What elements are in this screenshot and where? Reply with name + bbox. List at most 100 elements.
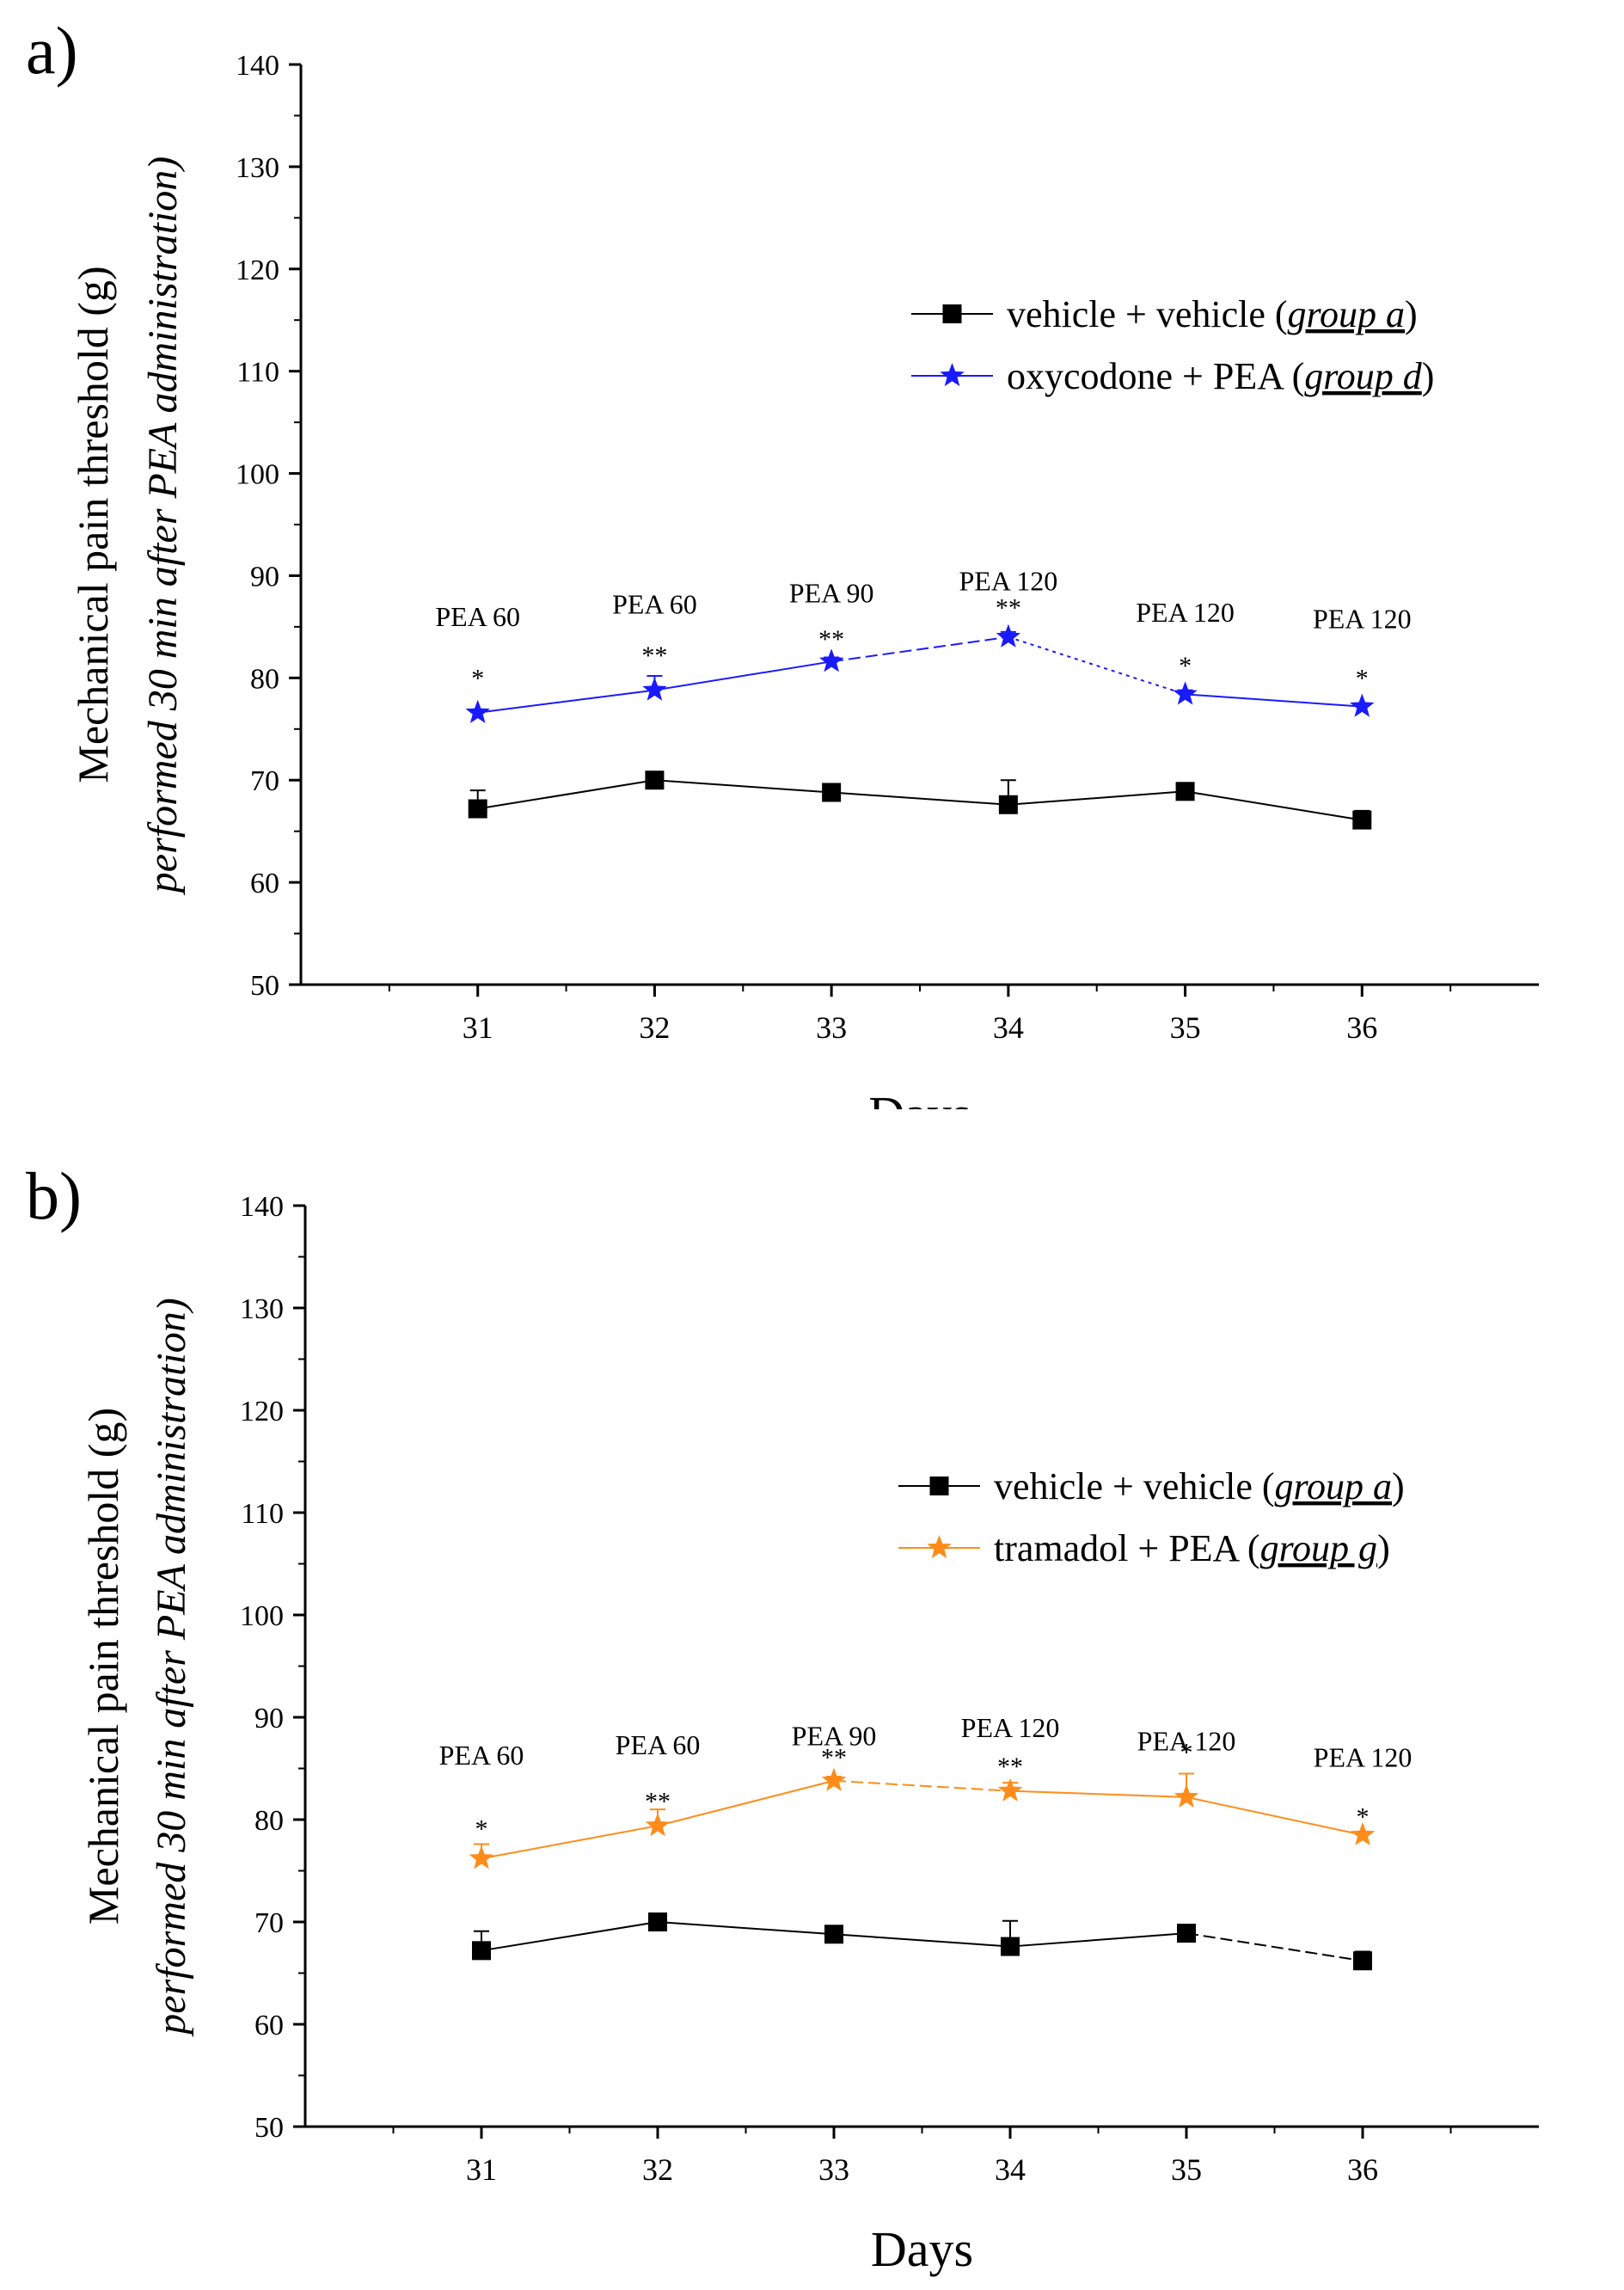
legend-paren-close: ) xyxy=(1377,1527,1390,1569)
x-tick-label: 33 xyxy=(818,2152,849,2187)
data-point xyxy=(648,1912,667,1931)
dose-label: PEA 120 xyxy=(1313,603,1412,634)
legend-marker xyxy=(929,1477,949,1495)
y-tick-label: 130 xyxy=(236,152,279,184)
series-segment xyxy=(1008,790,1186,806)
y-tick-label: 140 xyxy=(236,50,279,82)
data-point xyxy=(1353,1951,1372,1971)
y-tick-label: 80 xyxy=(250,663,279,695)
legend-entry: vehicle + vehicle (group a) xyxy=(911,293,1418,335)
data-point xyxy=(645,1813,671,1837)
x-tick-label: 34 xyxy=(995,2152,1026,2187)
series-segment xyxy=(654,660,832,691)
series-segment xyxy=(1185,790,1363,821)
data-point xyxy=(472,1941,491,1961)
significance-label: ** xyxy=(818,625,844,654)
data-point xyxy=(1177,1924,1196,1943)
data-point xyxy=(1001,1937,1020,1956)
significance-label: ** xyxy=(821,1743,847,1771)
y-tick-label: 90 xyxy=(250,561,279,592)
series-segment xyxy=(657,1779,835,1827)
legend-marker xyxy=(940,363,965,387)
data-point xyxy=(1350,1821,1376,1845)
dose-label: PEA 120 xyxy=(961,1712,1060,1743)
series-segment xyxy=(481,1921,659,1952)
legend-series-name: vehicle + vehicle xyxy=(1007,293,1265,335)
dose-label: PEA 120 xyxy=(1137,1725,1236,1756)
significance-label: * xyxy=(1179,652,1192,680)
data-point xyxy=(1173,681,1198,705)
series-tramadol-pea xyxy=(469,1767,1376,1869)
legend-paren-close: ) xyxy=(1405,293,1418,335)
y-tick-label: 100 xyxy=(240,1600,284,1632)
legend-group-label: group a xyxy=(1288,293,1406,335)
significance-label: * xyxy=(471,664,484,692)
legend-series-name: vehicle + vehicle xyxy=(994,1465,1253,1507)
series-vehicle-vehicle xyxy=(468,770,1372,830)
y-tick-label: 110 xyxy=(241,1498,284,1530)
dose-label: PEA 90 xyxy=(789,578,874,609)
legend-group-label: group a xyxy=(1275,1465,1393,1507)
legend-paren-open: ( xyxy=(1265,293,1288,335)
data-point xyxy=(465,699,490,723)
legend-series-name: oxycodone + PEA xyxy=(1007,355,1284,397)
y-axis-subtitle: performed 30 min after PEA administratio… xyxy=(140,157,186,895)
legend-paren-open: ( xyxy=(1283,355,1305,397)
legend-marker xyxy=(927,1535,952,1559)
data-point xyxy=(642,677,667,701)
dose-label: PEA 60 xyxy=(439,1740,524,1771)
legend-series-name: tramadol + PEA xyxy=(994,1527,1241,1569)
y-tick-label: 140 xyxy=(240,1191,284,1223)
data-point xyxy=(998,795,1018,814)
legend-label: oxycodone + PEA (group d) xyxy=(1007,355,1434,397)
x-tick-label: 36 xyxy=(1346,1010,1377,1045)
legend-paren-close: ) xyxy=(1422,355,1435,397)
data-point xyxy=(1175,782,1195,801)
x-tick-label: 32 xyxy=(642,2152,673,2187)
series-segment xyxy=(833,1779,1011,1792)
dose-label: PEA 60 xyxy=(435,601,520,632)
legend-label: vehicle + vehicle (group a) xyxy=(994,1465,1405,1507)
legend-entry: oxycodone + PEA (group d) xyxy=(911,355,1434,397)
legend-label: tramadol + PEA (group g) xyxy=(994,1527,1390,1569)
y-tick-label: 70 xyxy=(254,1907,284,1939)
data-point xyxy=(818,648,844,672)
legend-label: vehicle + vehicle (group a) xyxy=(1007,293,1418,335)
y-axis-title: Mechanical pain threshold (g) xyxy=(79,1408,127,1925)
series-oxycodone-pea xyxy=(465,623,1375,723)
series-segment xyxy=(831,635,1008,663)
series-segment xyxy=(1186,1796,1364,1836)
significance-label: ** xyxy=(645,1788,671,1816)
x-tick-label: 33 xyxy=(816,1010,847,1045)
legend-paren-open: ( xyxy=(1253,1465,1275,1507)
significance-label: ** xyxy=(996,593,1021,622)
y-tick-label: 70 xyxy=(250,765,279,797)
x-tick-label: 31 xyxy=(466,2152,497,2187)
data-point xyxy=(1174,1783,1199,1808)
panel-label: b) xyxy=(26,1158,82,1233)
y-axis-subtitle: performed 30 min after PEA administratio… xyxy=(149,1298,194,2036)
x-tick-label: 34 xyxy=(993,1010,1024,1045)
legend-paren-close: ) xyxy=(1392,1465,1405,1507)
x-tick-label: 35 xyxy=(1170,1010,1201,1045)
dose-label: PEA 60 xyxy=(616,1729,701,1760)
legend-entry: vehicle + vehicle (group a) xyxy=(898,1465,1405,1507)
series-segment xyxy=(477,779,655,810)
y-tick-label: 100 xyxy=(236,459,279,491)
y-tick-label: 110 xyxy=(236,357,279,389)
dose-label: PEA 120 xyxy=(1314,1741,1413,1772)
dose-label: PEA 90 xyxy=(792,1720,877,1751)
y-axis-title: Mechanical pain threshold (g) xyxy=(69,266,117,783)
data-point xyxy=(824,1925,843,1944)
y-tick-label: 130 xyxy=(240,1293,284,1325)
x-tick-label: 36 xyxy=(1347,2152,1378,2187)
data-point xyxy=(469,1845,494,1869)
series-segment xyxy=(1185,693,1363,708)
y-tick-label: 60 xyxy=(250,868,279,899)
series-segment xyxy=(657,1921,835,1936)
series-segment xyxy=(1009,1790,1187,1798)
data-point xyxy=(821,1767,847,1791)
series-segment xyxy=(1009,1932,1187,1948)
legend-marker xyxy=(942,304,962,323)
